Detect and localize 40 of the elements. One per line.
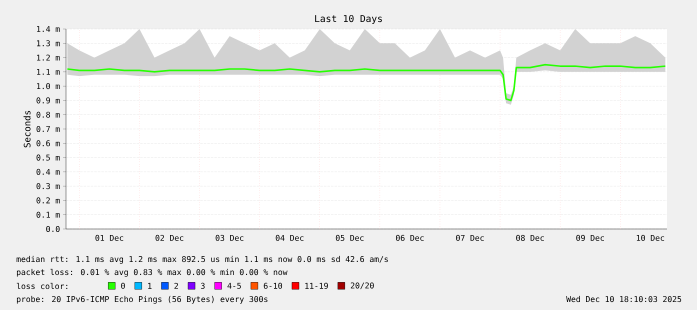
legend-label: 0 bbox=[121, 282, 125, 289]
x-tick-label: 04 Dec bbox=[276, 234, 304, 241]
y-tick-label: 1.0 m bbox=[37, 83, 60, 90]
y-tick-label: 1.2 m bbox=[37, 54, 60, 61]
x-tick-label: 03 Dec bbox=[216, 234, 244, 241]
x-tick-label: 06 Dec bbox=[396, 234, 424, 241]
x-tick-label: 05 Dec bbox=[336, 234, 364, 241]
y-tick-label: 0.6 m bbox=[36, 140, 60, 146]
legend-title: loss color: bbox=[16, 282, 68, 290]
legend-label: 3 bbox=[200, 282, 205, 289]
text: probe: 20 IPv6-ICMP Echo Pings (56 Bytes) every 300s bbox=[16, 296, 268, 304]
text: median rtt: 1.1 ms avg 1.2 ms max 892.5 us min 1.1 ms now 0.0 ms sd 42.6 am/s bbox=[16, 256, 388, 264]
y-tick-label: 0.3 m bbox=[36, 183, 60, 190]
legend-label: 6-10 bbox=[264, 282, 282, 289]
x-tick-label: 01 Dec bbox=[95, 234, 124, 241]
y-tick-label: 0.8 m bbox=[36, 112, 60, 118]
chart-title: Last 10 Days bbox=[315, 14, 382, 24]
y-tick-label: 1.4 m bbox=[37, 26, 60, 32]
x-tick-label: 07 Dec bbox=[456, 234, 484, 241]
y-tick-label: 0.4 m bbox=[36, 168, 60, 175]
y-tick-label: 1.1 m bbox=[37, 68, 60, 75]
x-tick-label: 08 Dec bbox=[516, 234, 544, 241]
y-tick-label: 1.3 m bbox=[37, 40, 60, 46]
legend-label: 20/20 bbox=[350, 282, 374, 290]
y-tick-label: 0.7 m bbox=[36, 126, 60, 132]
legend-label: 1 bbox=[148, 282, 152, 289]
legend-label: 11-19 bbox=[305, 282, 328, 289]
x-tick-label: 02 Dec bbox=[156, 234, 184, 241]
x-tick-label: 09 Dec bbox=[576, 234, 604, 241]
legend-label: 2 bbox=[174, 282, 178, 289]
text: packet loss: 0.01 % avg 0.83 % max 0.00 % min 0.00 % now bbox=[16, 268, 288, 277]
y-tick-label: 0.9 m bbox=[36, 97, 60, 104]
legend-label: 4-5 bbox=[227, 282, 241, 289]
y-tick-label: 0.2 m bbox=[36, 197, 60, 204]
y-tick-label: 0.5 m bbox=[36, 154, 60, 161]
y-tick-label: 0.1 m bbox=[36, 212, 60, 218]
y-tick-label: 0.0 bbox=[46, 226, 60, 232]
text: Wed Dec 10 18:10:03 2025 bbox=[566, 296, 682, 302]
y-axis-title: Seconds bbox=[24, 110, 31, 148]
x-tick-label: 10 Dec bbox=[636, 234, 664, 241]
